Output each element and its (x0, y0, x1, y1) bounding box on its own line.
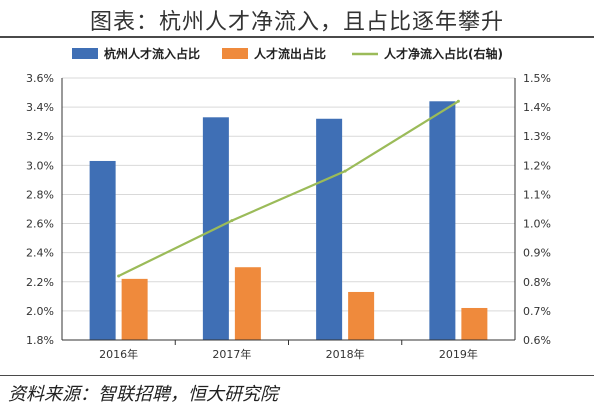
source-divider (0, 375, 594, 376)
y-left-tick-label: 2.8% (26, 188, 54, 201)
y-left-tick-label: 3.4% (26, 101, 54, 114)
bar-inflow (316, 118, 343, 340)
legend-outflow-swatch (222, 48, 248, 59)
y-right-tick-label: 0.8% (523, 276, 551, 289)
y-right-tick-label: 0.6% (523, 334, 551, 347)
net-inflow-point (117, 274, 121, 278)
net-inflow-series-line (118, 100, 459, 277)
y-left-tick-label: 2.2% (26, 276, 54, 289)
y-left-tick-label: 1.8% (26, 334, 54, 347)
x-tick-label: 2018年 (326, 347, 365, 361)
x-tick-label: 2016年 (99, 347, 138, 361)
chart-title: 图表：杭州人才净流入，且占比逐年攀升 (89, 10, 504, 35)
y-right-tick-label: 1.2% (523, 159, 551, 172)
y-right-tick-label: 0.9% (523, 247, 551, 260)
source-note: 资料来源：智联招聘，恒大研究院 (8, 384, 278, 405)
title-divider (0, 36, 594, 38)
bar-outflow (121, 278, 148, 340)
x-tick-label: 2017年 (212, 347, 251, 361)
bar-inflow (89, 160, 116, 340)
y-left-tick-label: 3.0% (26, 159, 54, 172)
legend-inflow-label: 杭州人才流入占比 (104, 46, 200, 61)
y-right-tick-label: 1.5% (523, 72, 551, 85)
y-right-tick-label: 1.1% (523, 188, 551, 201)
legend: 杭州人才流入占比 人才流出占比 人才净流入占比(右轴) (72, 46, 503, 61)
bar-outflow (348, 291, 375, 340)
y-right-tick-label: 1.4% (523, 101, 551, 114)
legend-outflow-label: 人才流出占比 (254, 46, 326, 61)
combo-chart: 杭州人才流入占比 人才流出占比 人才净流入占比(右轴) 1.8% 2.0% 2.2% 2.… (26, 46, 551, 361)
y-left-tick-label: 2.0% (26, 305, 54, 318)
bar-outflow (234, 267, 261, 340)
y-right-tick-label: 0.7% (523, 305, 551, 318)
bar-inflow (429, 101, 456, 341)
net-inflow-point (343, 169, 347, 173)
bar-outflow (461, 307, 488, 340)
x-tick-label: 2019年 (439, 347, 478, 361)
y-left-tick-label: 2.6% (26, 218, 54, 231)
bars (89, 101, 488, 341)
y-left-tick-label: 2.4% (26, 247, 54, 260)
legend-net-label: 人才净流入占比(右轴) (384, 46, 503, 61)
y-left-tick-label: 3.2% (26, 130, 54, 143)
net-inflow-point (456, 99, 460, 103)
net-inflow-point (230, 219, 234, 223)
net-inflow-line (117, 99, 460, 278)
legend-inflow-swatch (72, 48, 98, 59)
y-right-tick-label: 1.3% (523, 130, 551, 143)
axes: 1.8% 2.0% 2.2% 2.4% 2.6% 2.8% 3.0% 3.2% 3.4% 3.6%… (26, 72, 551, 361)
y-right-tick-label: 1.0% (523, 218, 551, 231)
y-left-tick-label: 3.6% (26, 72, 54, 85)
